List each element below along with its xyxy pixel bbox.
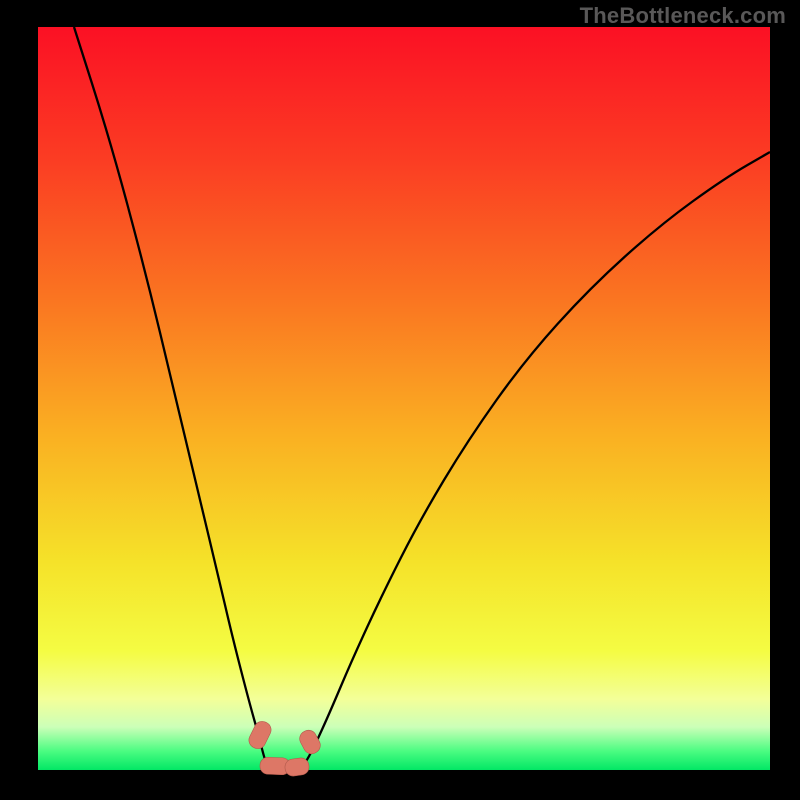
plot-background <box>38 27 770 770</box>
chart-container: TheBottleneck.com <box>0 0 800 800</box>
chart-svg <box>0 0 800 800</box>
watermark-text: TheBottleneck.com <box>580 3 786 29</box>
